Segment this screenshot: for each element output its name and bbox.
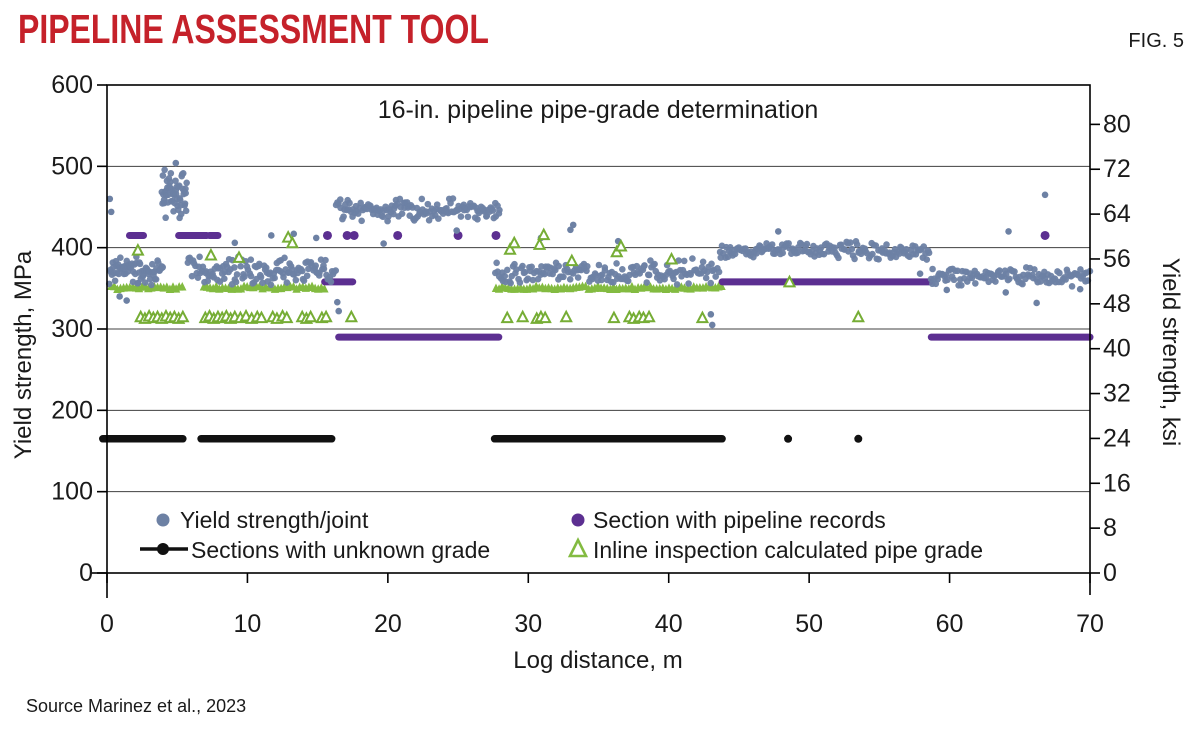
svg-text:400: 400 xyxy=(51,234,93,262)
svg-text:80: 80 xyxy=(1103,110,1131,138)
svg-text:48: 48 xyxy=(1103,290,1131,318)
svg-text:300: 300 xyxy=(51,315,93,343)
svg-text:20: 20 xyxy=(374,610,402,638)
y-axis-label-right: Yield strength, ksi xyxy=(1157,258,1184,447)
svg-text:32: 32 xyxy=(1103,380,1131,408)
svg-text:0: 0 xyxy=(1103,559,1117,587)
svg-text:30: 30 xyxy=(514,610,542,638)
svg-text:50: 50 xyxy=(795,610,823,638)
page-title: PIPELINE ASSESSMENT TOOL xyxy=(18,6,489,52)
legend-marker-yield-strength-dot xyxy=(156,513,170,527)
svg-text:0: 0 xyxy=(79,559,93,587)
legend-label-yield-strength: Yield strength/joint xyxy=(180,507,369,533)
legend-marker-pipeline-records-dot xyxy=(571,513,585,527)
source-credit: Source Marinez et al., 2023 xyxy=(26,696,247,716)
chart-title: 16-in. pipeline pipe-grade determination xyxy=(378,96,819,124)
svg-text:0: 0 xyxy=(100,610,114,638)
svg-text:72: 72 xyxy=(1103,155,1131,183)
chart-plot-area: 0 10 20 30 40 50 60 70 0 100 200 300 400 500 600 0 8 16 24… xyxy=(51,71,1131,638)
svg-text:600: 600 xyxy=(51,71,93,99)
svg-text:24: 24 xyxy=(1103,424,1131,452)
svg-text:40: 40 xyxy=(655,610,683,638)
svg-text:10: 10 xyxy=(234,610,262,638)
legend-label-inline-inspection: Inline inspection calculated pipe grade xyxy=(593,537,983,563)
svg-text:40: 40 xyxy=(1103,335,1131,363)
svg-text:64: 64 xyxy=(1103,200,1131,228)
legend-marker-inline-inspection-triangle xyxy=(567,537,589,558)
y-axis-label-left: Yield strength, MPa xyxy=(10,250,37,459)
svg-text:500: 500 xyxy=(51,152,93,180)
figure-label: FIG. 5 xyxy=(1128,30,1184,52)
svg-text:100: 100 xyxy=(51,478,93,506)
svg-text:70: 70 xyxy=(1076,610,1104,638)
x-axis-label: Log distance, m xyxy=(513,647,682,674)
svg-text:8: 8 xyxy=(1103,514,1117,542)
legend-label-pipeline-records: Section with pipeline records xyxy=(593,507,886,533)
svg-text:200: 200 xyxy=(51,396,93,424)
svg-text:16: 16 xyxy=(1103,469,1131,497)
legend-marker-unknown-grade-dot xyxy=(157,543,169,555)
legend-label-unknown-grade: Sections with unknown grade xyxy=(191,537,490,563)
svg-text:60: 60 xyxy=(936,610,964,638)
svg-text:56: 56 xyxy=(1103,245,1131,273)
